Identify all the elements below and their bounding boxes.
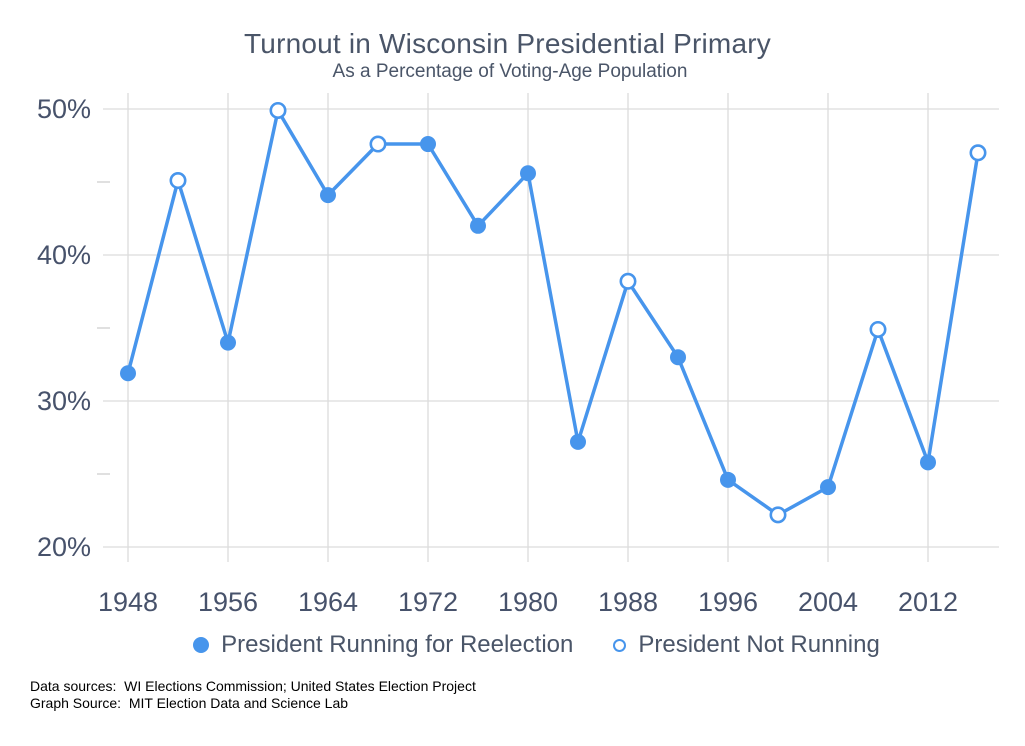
turnout-line [126,108,980,517]
chart-title: Turnout in Wisconsin Presidential Primar… [244,28,771,59]
chart-subtitle: As a Percentage of Voting-Age Population [332,61,688,82]
x-tick-label: 1996 [698,587,758,617]
data-point-filled-1956 [220,334,236,351]
data-point-filled-1972 [420,136,436,153]
x-tick-label: 2004 [798,587,858,617]
data-point-open-2000 [769,506,787,524]
data-point-filled-2004 [820,479,836,496]
data-sources-line: Data sources: WI Elections Commission; U… [30,678,476,694]
legend-label-running: President Running for Reelection [221,631,574,658]
data-point-filled-1980 [520,165,536,182]
x-tick-label: 1956 [198,587,258,617]
x-tick-label: 1972 [398,587,458,617]
data-point-filled-1984 [570,433,586,450]
x-tick-label: 2012 [898,587,958,617]
y-tick-label: 40% [37,240,91,270]
plot-area: 20% 30% 40% 50% 1948 1956 1964 1972 1980 1988 1996… [37,93,999,617]
legend-item-president-running: President Running for Reelection [193,631,573,659]
data-point-open-2016 [969,144,987,162]
data-point-open-1968 [369,135,387,153]
legend-item-president-not-running: President Not Running [613,631,880,659]
data-point-filled-1964 [320,187,336,204]
data-point-open-1988 [619,272,637,290]
data-point-filled-1996 [720,471,736,488]
legend: President Running for Reelection Preside… [0,631,1025,659]
open-circle-icon [613,638,627,652]
data-point-open-1952 [169,172,187,190]
source-notes: Data sources: WI Elections Commission; U… [30,678,476,712]
data-point-filled-1976 [470,217,486,234]
y-tick-label: 20% [37,532,91,562]
data-point-open-2008 [869,320,887,338]
graph-source-line: Graph Source: MIT Election Data and Scie… [30,695,349,711]
y-tick-label: 30% [37,386,91,416]
x-tick-label: 1948 [98,587,158,617]
data-point-filled-2012 [920,454,936,471]
legend-label-not-running: President Not Running [638,631,880,658]
x-tick-label: 1988 [598,587,658,617]
x-tick-label: 1980 [498,587,558,617]
data-point-filled-1992 [670,349,686,366]
x-tick-label: 1964 [298,587,358,617]
y-tick-label: 50% [37,94,91,124]
data-point-filled-1948 [120,365,136,382]
data-point-open-1960 [269,101,287,119]
filled-circle-icon [193,637,210,653]
